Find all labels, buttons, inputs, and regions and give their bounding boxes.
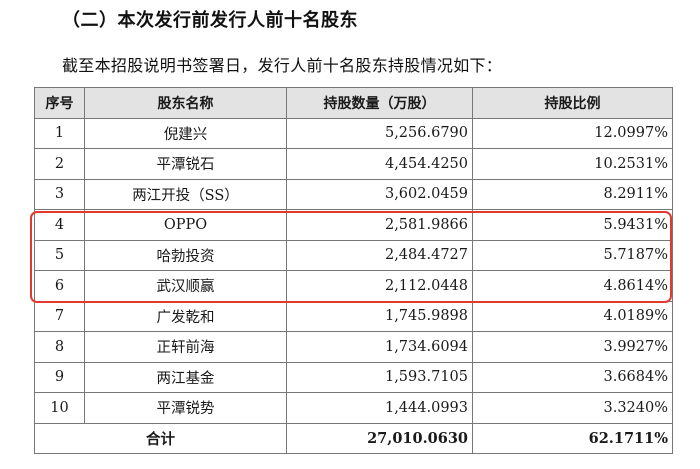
cell-seq: 2 xyxy=(34,148,85,180)
table-total-row: 合计 27,010.0630 62.1711% xyxy=(34,422,673,454)
cell-shares: 2,581.9866 xyxy=(286,209,473,241)
cell-name: 广发乾和 xyxy=(84,300,287,332)
cell-name: 平潭锐势 xyxy=(84,392,287,424)
cell-name: 平潭锐石 xyxy=(84,148,287,180)
cell-seq: 6 xyxy=(34,270,85,302)
cell-shares: 1,444.0993 xyxy=(286,392,473,424)
header-seq: 序号 xyxy=(34,87,85,119)
cell-seq: 5 xyxy=(34,239,85,271)
cell-seq: 3 xyxy=(34,178,85,210)
cell-seq: 10 xyxy=(34,392,85,424)
cell-seq: 7 xyxy=(34,300,85,332)
header-name: 股东名称 xyxy=(84,87,287,119)
table-row: 1 倪建兴 5,256.6790 12.0997% xyxy=(34,117,673,149)
intro-paragraph: 截至本招股说明书签署日，发行人前十名股东持股情况如下： xyxy=(62,56,503,75)
cell-name: OPPO xyxy=(84,209,287,241)
table-row: 7 广发乾和 1,745.9898 4.0189% xyxy=(34,300,673,332)
top-ten-shareholders-table: 序号 股东名称 持股数量（万股） 持股比例 1 倪建兴 5,256.6790 1… xyxy=(34,87,673,454)
cell-ratio: 3.9927% xyxy=(472,331,673,363)
table-row: 10 平潭锐势 1,444.0993 3.3240% xyxy=(34,392,673,424)
cell-shares: 1,734.6094 xyxy=(286,331,473,363)
cell-shares: 3,602.0459 xyxy=(286,178,473,210)
cell-shares: 4,454.4250 xyxy=(286,148,473,180)
cell-name: 两江开投（SS） xyxy=(84,178,287,210)
table-row: 9 两江基金 1,593.7105 3.6684% xyxy=(34,361,673,393)
cell-name: 正轩前海 xyxy=(84,331,287,363)
cell-name: 两江基金 xyxy=(84,361,287,393)
table-row: 3 两江开投（SS） 3,602.0459 8.2911% xyxy=(34,178,673,210)
cell-shares: 1,593.7105 xyxy=(286,361,473,393)
cell-name: 哈勃投资 xyxy=(84,239,287,271)
cell-ratio: 5.9431% xyxy=(472,209,673,241)
table-row: 8 正轩前海 1,734.6094 3.9927% xyxy=(34,331,673,363)
cell-ratio: 10.2531% xyxy=(472,148,673,180)
cell-shares: 1,745.9898 xyxy=(286,300,473,332)
cell-seq: 4 xyxy=(34,209,85,241)
cell-ratio: 3.6684% xyxy=(472,361,673,393)
total-shares: 27,010.0630 xyxy=(286,422,473,454)
table-row: 5 哈勃投资 2,484.4727 5.7187% xyxy=(34,239,673,271)
table-row: 2 平潭锐石 4,454.4250 10.2531% xyxy=(34,148,673,180)
cell-ratio: 8.2911% xyxy=(472,178,673,210)
cell-ratio: 4.0189% xyxy=(472,300,673,332)
cell-name: 武汉顺赢 xyxy=(84,270,287,302)
total-ratio: 62.1711% xyxy=(472,422,673,454)
cell-seq: 1 xyxy=(34,117,85,149)
table-row: 6 武汉顺赢 2,112.0448 4.8614% xyxy=(34,270,673,302)
cell-ratio: 12.0997% xyxy=(472,117,673,149)
cell-ratio: 3.3240% xyxy=(472,392,673,424)
cell-seq: 8 xyxy=(34,331,85,363)
cell-seq: 9 xyxy=(34,361,85,393)
cell-ratio: 5.7187% xyxy=(472,239,673,271)
header-ratio: 持股比例 xyxy=(472,87,673,119)
section-heading: （二）本次发行前发行人前十名股东 xyxy=(62,10,358,31)
cell-shares: 5,256.6790 xyxy=(286,117,473,149)
cell-ratio: 4.8614% xyxy=(472,270,673,302)
cell-name: 倪建兴 xyxy=(84,117,287,149)
total-label: 合计 xyxy=(34,422,287,454)
cell-shares: 2,484.4727 xyxy=(286,239,473,271)
table-header-row: 序号 股东名称 持股数量（万股） 持股比例 xyxy=(34,87,673,119)
table-row: 4 OPPO 2,581.9866 5.9431% xyxy=(34,209,673,241)
cell-shares: 2,112.0448 xyxy=(286,270,473,302)
header-shares: 持股数量（万股） xyxy=(286,87,473,119)
